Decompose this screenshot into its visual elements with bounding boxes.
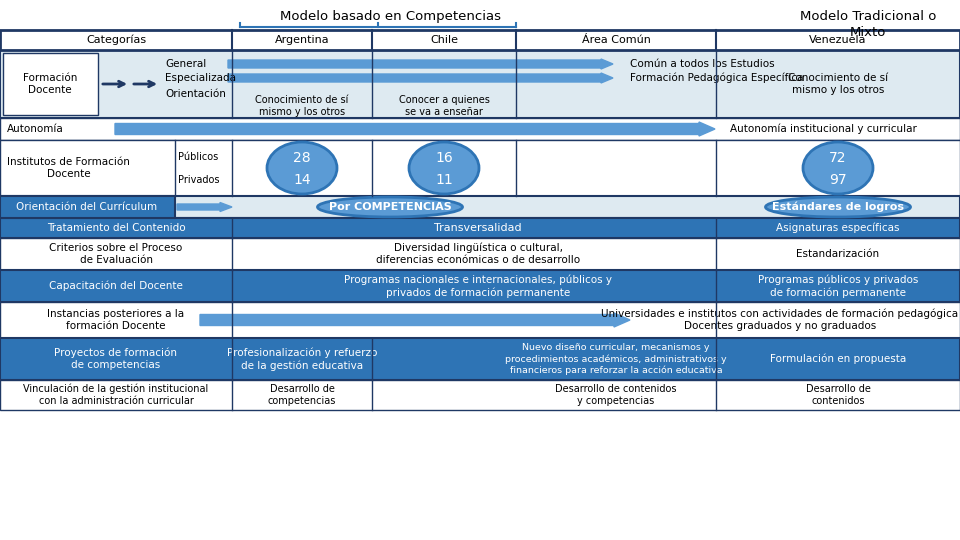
Text: Institutos de Formación
Docente: Institutos de Formación Docente	[7, 157, 130, 179]
Text: General: General	[165, 59, 206, 69]
Text: 72: 72	[829, 151, 847, 165]
FancyArrow shape	[115, 122, 715, 136]
Text: Formación
Docente: Formación Docente	[23, 73, 77, 95]
Ellipse shape	[267, 142, 337, 194]
FancyArrow shape	[228, 59, 613, 69]
Text: Modelo Tradicional o
Mixto: Modelo Tradicional o Mixto	[800, 10, 936, 39]
Bar	[0, 338, 960, 380]
Text: Transversalidad: Transversalidad	[434, 223, 522, 233]
Text: Diversidad lingüística o cultural,
diferencias económicas o de desarrollo: Diversidad lingüística o cultural, difer…	[376, 242, 580, 266]
FancyArrow shape	[177, 202, 232, 212]
Text: 16: 16	[435, 151, 453, 165]
Bar	[0, 118, 960, 140]
Text: Formación Pedagógica Específica: Formación Pedagógica Específica	[630, 73, 804, 83]
Text: Vinculación de la gestión institucional
con la administración curricular: Vinculación de la gestión institucional …	[23, 383, 208, 407]
Bar	[0, 302, 960, 338]
Text: Desarrollo de
contenidos: Desarrollo de contenidos	[805, 384, 871, 406]
Text: Desarrollo de
competencias: Desarrollo de competencias	[268, 384, 336, 406]
Text: Autonomía institucional y curricular: Autonomía institucional y curricular	[730, 124, 917, 134]
Text: Asignaturas específicas: Asignaturas específicas	[777, 222, 900, 233]
Bar	[0, 270, 960, 302]
Bar	[0, 196, 175, 218]
Text: Autonomía: Autonomía	[7, 124, 63, 134]
Text: Conocimiento de sí
mismo y los otros: Conocimiento de sí mismo y los otros	[255, 95, 348, 117]
Bar	[0, 218, 960, 238]
Bar	[0, 140, 960, 196]
Text: Orientación del Currículum: Orientación del Currículum	[16, 202, 157, 212]
Text: Orientación: Orientación	[165, 89, 226, 99]
Bar	[0, 30, 960, 50]
Text: Conocimiento de sí
mismo y los otros: Conocimiento de sí mismo y los otros	[788, 73, 888, 95]
Text: Programas nacionales e internacionales, públicos y
privados de formación permane: Programas nacionales e internacionales, …	[344, 274, 612, 298]
Ellipse shape	[318, 197, 463, 217]
Text: Proyectos de formación
de competencias: Proyectos de formación de competencias	[55, 348, 178, 370]
Bar	[0, 50, 960, 118]
Text: Venezuela: Venezuela	[809, 35, 867, 45]
Bar	[0, 196, 960, 218]
FancyArrow shape	[228, 73, 613, 83]
Text: Formulación en propuesta: Formulación en propuesta	[770, 354, 906, 364]
Text: Categorías: Categorías	[86, 35, 146, 45]
Text: Programas públicos y privados
de formación permanente: Programas públicos y privados de formaci…	[757, 274, 918, 298]
Text: Desarrollo de contenidos
y competencias: Desarrollo de contenidos y competencias	[555, 384, 677, 406]
Text: Por COMPETENCIAS: Por COMPETENCIAS	[328, 202, 451, 212]
Text: Estándares de logros: Estándares de logros	[772, 202, 904, 212]
Text: Chile: Chile	[430, 35, 458, 45]
Text: Profesionalización y refuerzo
de la gestión educativa: Profesionalización y refuerzo de la gest…	[227, 347, 377, 371]
Bar	[0, 380, 960, 410]
Bar	[0, 238, 960, 270]
Text: Especializada: Especializada	[165, 73, 236, 83]
Text: 97: 97	[829, 173, 847, 187]
Text: Universidades e institutos con actividades de formación pedagógica
Docentes grad: Universidades e institutos con actividad…	[601, 308, 959, 332]
Text: Nuevo diseño curricular, mecanismos y
procedimientos académicos, administrativos: Nuevo diseño curricular, mecanismos y pr…	[505, 343, 727, 375]
Text: Argentina: Argentina	[275, 35, 329, 45]
Text: Común a todos los Estudios: Común a todos los Estudios	[630, 59, 775, 69]
Text: 14: 14	[293, 173, 311, 187]
Text: Modelo basado en Competencias: Modelo basado en Competencias	[279, 10, 500, 23]
Text: Instancias posteriores a la
formación Docente: Instancias posteriores a la formación Do…	[47, 309, 184, 331]
Text: Tratamiento del Contenido: Tratamiento del Contenido	[47, 223, 185, 233]
Bar	[3, 53, 98, 115]
Text: Capacitación del Docente: Capacitación del Docente	[49, 281, 183, 291]
Text: Estandarización: Estandarización	[797, 249, 879, 259]
Text: Criterios sobre el Proceso
de Evaluación: Criterios sobre el Proceso de Evaluación	[49, 243, 182, 265]
Text: Públicos: Públicos	[178, 152, 218, 162]
Text: 11: 11	[435, 173, 453, 187]
FancyArrow shape	[200, 313, 630, 327]
Ellipse shape	[409, 142, 479, 194]
Text: Conocer a quienes
se va a enseñar: Conocer a quienes se va a enseñar	[398, 95, 490, 117]
Ellipse shape	[803, 142, 873, 194]
Text: Área Común: Área Común	[582, 35, 651, 45]
Text: 28: 28	[293, 151, 311, 165]
Text: Privados: Privados	[178, 176, 220, 185]
Ellipse shape	[765, 197, 910, 217]
